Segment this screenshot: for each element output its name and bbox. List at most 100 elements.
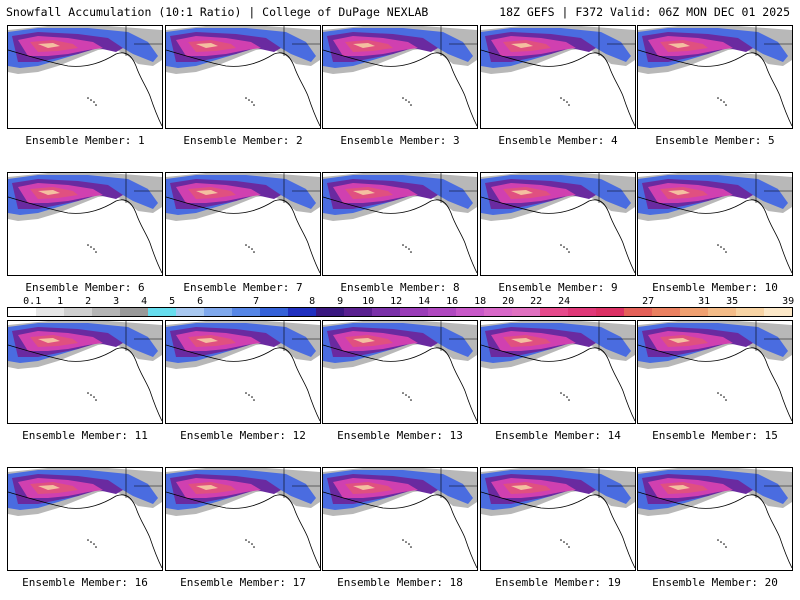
island-marker bbox=[560, 97, 562, 99]
legend-swatch bbox=[316, 308, 344, 316]
island-marker bbox=[405, 246, 407, 248]
island-marker bbox=[87, 97, 89, 99]
snowfall-contour-5 bbox=[511, 338, 533, 343]
coastline bbox=[323, 344, 477, 422]
snowfall-contour-5 bbox=[668, 43, 690, 48]
coastline bbox=[166, 344, 320, 422]
political-borders bbox=[283, 26, 320, 56]
snowfall-contour-5 bbox=[38, 338, 60, 343]
ensemble-panel: Ensemble Member: 4 bbox=[480, 25, 636, 147]
political-borders bbox=[440, 26, 477, 56]
ensemble-panel: Ensemble Member: 8 bbox=[322, 172, 478, 294]
island-marker bbox=[253, 546, 255, 548]
legend-swatch bbox=[400, 308, 428, 316]
island-marker bbox=[402, 97, 404, 99]
political-borders bbox=[440, 173, 477, 203]
island-marker bbox=[253, 399, 255, 401]
legend-swatch bbox=[148, 308, 176, 316]
island-marker bbox=[248, 394, 250, 396]
legend-tick-label: 20 bbox=[502, 296, 515, 307]
snowfall-contour-5 bbox=[353, 338, 375, 343]
snowfall-map bbox=[165, 172, 321, 276]
snowfall-contour-5 bbox=[196, 338, 218, 343]
island-marker bbox=[402, 392, 404, 394]
island-marker bbox=[717, 539, 719, 541]
ensemble-panel: Ensemble Member: 20 bbox=[637, 467, 793, 589]
ensemble-panel: Ensemble Member: 5 bbox=[637, 25, 793, 147]
coastline bbox=[8, 49, 162, 127]
snowfall-contour-5 bbox=[668, 485, 690, 490]
island-marker bbox=[93, 396, 95, 398]
legend-swatch bbox=[568, 308, 596, 316]
political-borders bbox=[598, 173, 635, 203]
island-marker bbox=[410, 251, 412, 253]
island-marker bbox=[90, 99, 92, 101]
island-marker bbox=[248, 246, 250, 248]
legend-swatch bbox=[596, 308, 624, 316]
member-label: Ensemble Member: 13 bbox=[337, 429, 463, 442]
coastline bbox=[481, 196, 635, 274]
legend-swatch bbox=[708, 308, 736, 316]
member-label: Ensemble Member: 6 bbox=[25, 281, 145, 294]
island-marker bbox=[90, 541, 92, 543]
island-marker bbox=[723, 101, 725, 103]
legend-tick-label: 35 bbox=[726, 296, 739, 307]
island-marker bbox=[566, 248, 568, 250]
political-borders bbox=[598, 26, 635, 56]
member-label: Ensemble Member: 20 bbox=[652, 576, 778, 589]
island-marker bbox=[245, 392, 247, 394]
legend-swatch bbox=[64, 308, 92, 316]
island-marker bbox=[245, 539, 247, 541]
legend-tick-label: 39 bbox=[782, 296, 795, 307]
legend-swatch bbox=[540, 308, 568, 316]
island-marker bbox=[253, 251, 255, 253]
legend-tick-label: 2 bbox=[85, 296, 92, 307]
ensemble-panel: Ensemble Member: 2 bbox=[165, 25, 321, 147]
legend-swatch bbox=[736, 308, 764, 316]
ensemble-panel: Ensemble Member: 16 bbox=[7, 467, 163, 589]
political-borders bbox=[125, 173, 162, 203]
legend-swatch bbox=[260, 308, 288, 316]
legend-tick-label: 10 bbox=[362, 296, 375, 307]
island-marker bbox=[725, 546, 727, 548]
snowfall-map bbox=[322, 172, 478, 276]
island-marker bbox=[725, 104, 727, 106]
island-marker bbox=[245, 244, 247, 246]
legend-swatch bbox=[120, 308, 148, 316]
snowfall-contour-5 bbox=[196, 43, 218, 48]
snowfall-contour-5 bbox=[511, 485, 533, 490]
member-label: Ensemble Member: 4 bbox=[498, 134, 618, 147]
legend: 0.1 1 2 3 4 5 6 7 8 9 10 12 14 16 18 20 22 24 27 31 35 39 bbox=[7, 296, 795, 318]
island-marker bbox=[248, 99, 250, 101]
island-marker bbox=[563, 246, 565, 248]
political-borders bbox=[755, 26, 792, 56]
island-marker bbox=[566, 543, 568, 545]
member-label: Ensemble Member: 7 bbox=[183, 281, 303, 294]
legend-tick-label: 7 bbox=[253, 296, 260, 307]
legend-swatch bbox=[92, 308, 120, 316]
ensemble-panel: Ensemble Member: 18 bbox=[322, 467, 478, 589]
ensemble-panel: Ensemble Member: 12 bbox=[165, 320, 321, 442]
island-marker bbox=[725, 251, 727, 253]
snowfall-map bbox=[7, 172, 163, 276]
snowfall-map bbox=[637, 467, 793, 571]
snowfall-contour-5 bbox=[353, 485, 375, 490]
legend-tick-label: 9 bbox=[337, 296, 344, 307]
political-borders bbox=[125, 321, 162, 351]
ensemble-panel: Ensemble Member: 9 bbox=[480, 172, 636, 294]
island-marker bbox=[717, 392, 719, 394]
legend-tick-label: 14 bbox=[418, 296, 431, 307]
coastline bbox=[8, 196, 162, 274]
political-borders bbox=[283, 321, 320, 351]
island-marker bbox=[405, 541, 407, 543]
member-label: Ensemble Member: 9 bbox=[498, 281, 618, 294]
island-marker bbox=[251, 543, 253, 545]
coastline bbox=[8, 491, 162, 569]
coastline bbox=[166, 491, 320, 569]
political-borders bbox=[440, 468, 477, 498]
ensemble-panel: Ensemble Member: 11 bbox=[7, 320, 163, 442]
island-marker bbox=[568, 399, 570, 401]
coastline bbox=[166, 49, 320, 127]
member-label: Ensemble Member: 17 bbox=[180, 576, 306, 589]
island-marker bbox=[723, 543, 725, 545]
